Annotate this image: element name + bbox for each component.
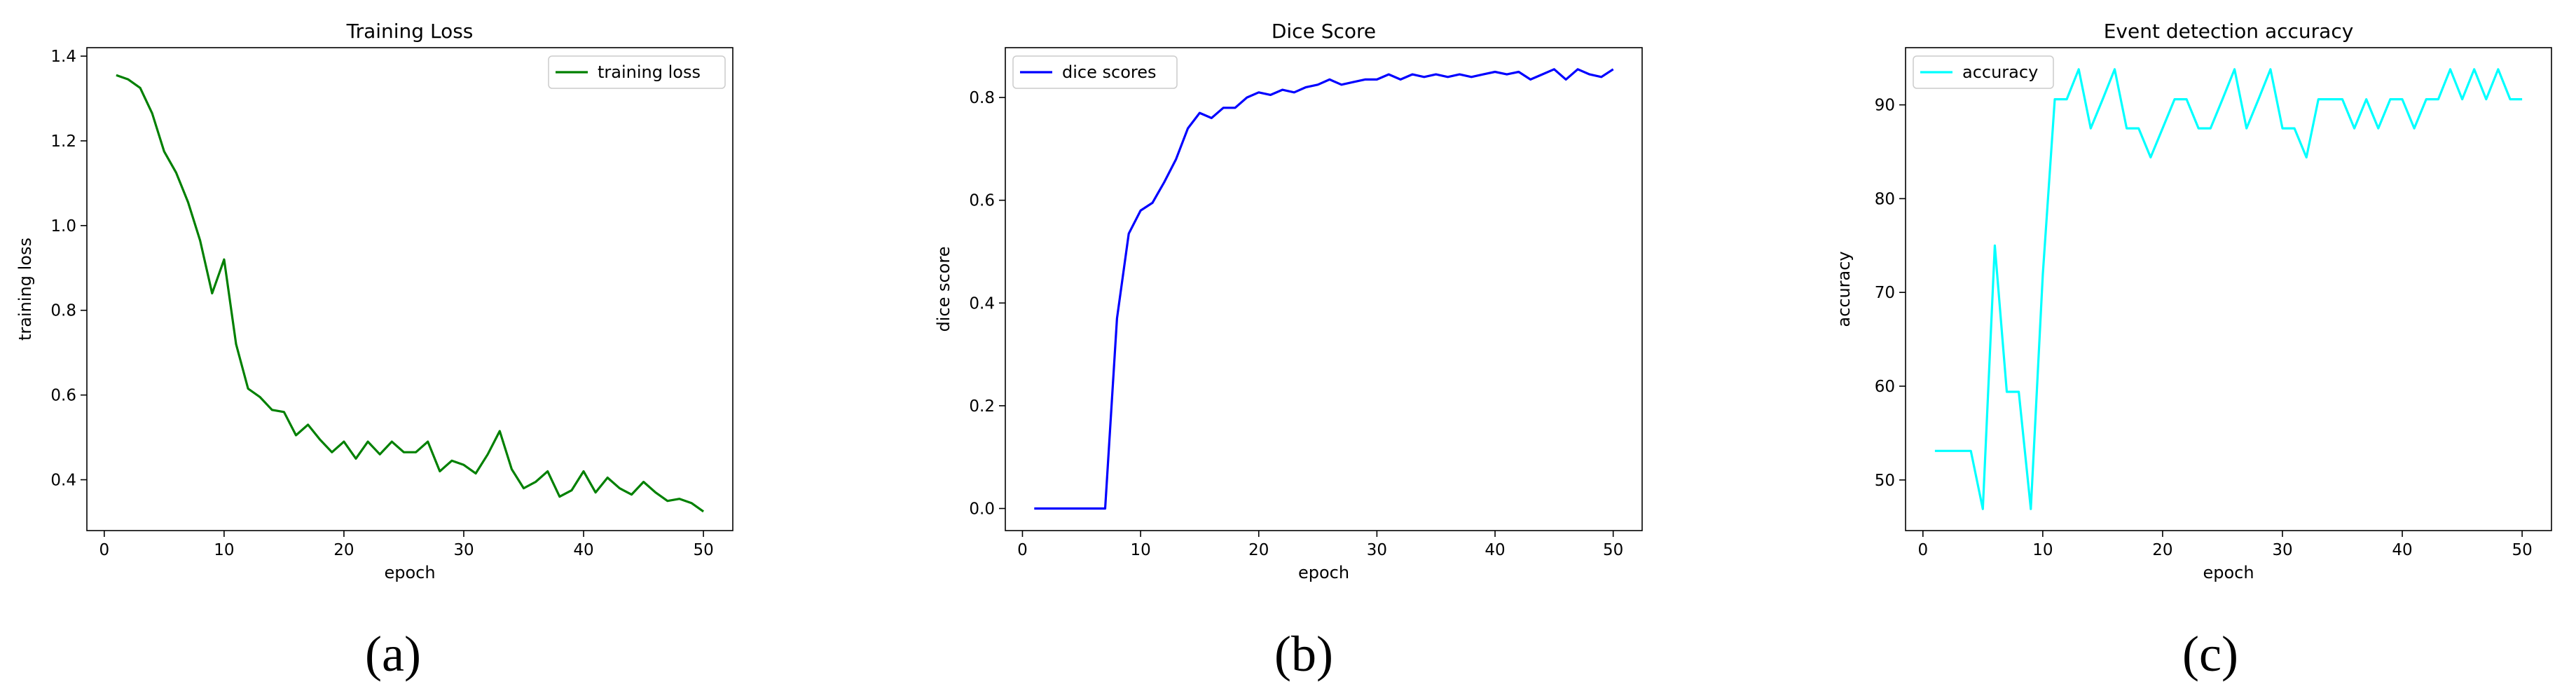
y-tick-label: 0.4 bbox=[969, 294, 995, 313]
legend-label: training loss bbox=[598, 62, 701, 82]
y-tick-label: 0.4 bbox=[50, 471, 76, 489]
series-line bbox=[1934, 68, 2523, 510]
y-tick-label: 0.8 bbox=[969, 89, 995, 107]
y-axis-label: training loss bbox=[15, 238, 35, 341]
y-tick-label: 50 bbox=[1875, 472, 1895, 490]
x-axis-label: epoch bbox=[2203, 563, 2254, 582]
legend: training loss bbox=[548, 55, 726, 89]
y-tick-label: 90 bbox=[1875, 97, 1895, 115]
x-tick-label: 30 bbox=[1367, 541, 1387, 559]
x-axis-label: epoch bbox=[1298, 563, 1349, 582]
x-tick-label: 30 bbox=[2272, 541, 2292, 559]
panel-caption: (a) bbox=[365, 626, 421, 682]
y-tick-label: 1.4 bbox=[50, 48, 76, 66]
x-tick-label: 40 bbox=[1485, 541, 1505, 559]
y-axis-label: accuracy bbox=[1834, 251, 1854, 327]
x-tick-label: 50 bbox=[1603, 541, 1623, 559]
x-tick-label: 20 bbox=[333, 541, 354, 559]
chart-panel-2: Dice Score 0 10 20 30 40 50 0.0 0.2 0.4 0.6 0.8 epoc… bbox=[934, 20, 1643, 682]
x-axis-label: epoch bbox=[384, 563, 435, 582]
series-line bbox=[1034, 68, 1614, 510]
legend-box bbox=[1913, 55, 2054, 89]
chart-title: Event detection accuracy bbox=[2104, 20, 2354, 43]
chart-panel-1: Training Loss 0 10 20 30 40 50 0.4 0.6 0.8 1.0 1.2 1… bbox=[15, 20, 733, 682]
legend: dice scores bbox=[1012, 55, 1178, 89]
panel-caption: (b) bbox=[1274, 626, 1333, 682]
y-axis-label: dice score bbox=[934, 247, 953, 332]
plot-frame bbox=[1005, 47, 1643, 531]
plot-frame bbox=[86, 47, 733, 531]
y-tick-label: 0.6 bbox=[969, 192, 995, 210]
panel-caption: (c) bbox=[2182, 626, 2238, 682]
x-tick-label: 0 bbox=[1017, 541, 1028, 559]
y-tick-label: 70 bbox=[1875, 284, 1895, 302]
x-tick-label: 0 bbox=[1917, 541, 1928, 559]
y-tick-label: 60 bbox=[1875, 378, 1895, 396]
x-tick-label: 20 bbox=[1248, 541, 1269, 559]
x-tick-label: 10 bbox=[2032, 541, 2053, 559]
x-tick-label: 30 bbox=[453, 541, 474, 559]
x-tick-label: 50 bbox=[2512, 541, 2532, 559]
x-tick-label: 10 bbox=[1130, 541, 1150, 559]
chart-title: Training Loss bbox=[346, 20, 474, 43]
x-tick-label: 0 bbox=[99, 541, 109, 559]
series-line bbox=[116, 74, 705, 513]
plot-frame bbox=[1905, 47, 2552, 531]
y-tick-label: 1.0 bbox=[50, 217, 76, 236]
chart-title: Dice Score bbox=[1272, 20, 1376, 43]
x-tick-label: 40 bbox=[2392, 541, 2412, 559]
x-tick-label: 20 bbox=[2152, 541, 2172, 559]
y-tick-label: 0.0 bbox=[969, 500, 995, 518]
y-tick-label: 0.2 bbox=[969, 397, 995, 416]
legend-label: accuracy bbox=[1962, 62, 2038, 82]
legend-box bbox=[1012, 55, 1178, 89]
chart-panel-3: Event detection accuracy 0 10 20 30 40 50 50 60 7… bbox=[1834, 20, 2552, 682]
legend: accuracy bbox=[1913, 55, 2054, 89]
legend-box bbox=[548, 55, 726, 89]
y-tick-label: 80 bbox=[1875, 190, 1895, 208]
y-tick-label: 1.2 bbox=[50, 132, 76, 151]
x-tick-label: 50 bbox=[693, 541, 713, 559]
x-tick-label: 10 bbox=[214, 541, 234, 559]
y-tick-label: 0.6 bbox=[50, 387, 76, 405]
x-tick-label: 40 bbox=[573, 541, 593, 559]
y-tick-label: 0.8 bbox=[50, 302, 76, 320]
legend-label: dice scores bbox=[1062, 62, 1156, 82]
